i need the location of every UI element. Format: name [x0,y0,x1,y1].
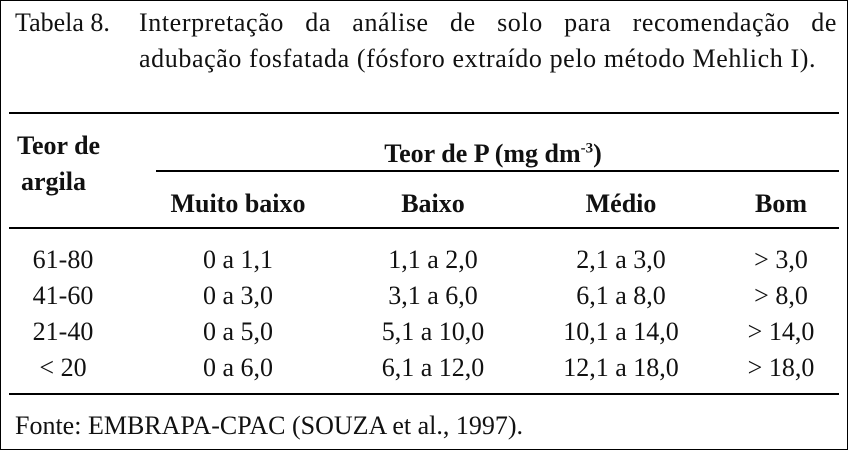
cell: 3,1 a 6,0 [388,281,478,310]
group-header-sup: -3 [580,140,594,157]
cell: 0 a 1,1 [202,245,274,274]
cell: 6,1 a 12,0 [381,353,485,382]
row-label: 21-40 [32,317,94,346]
column-header: Médio [585,189,657,218]
cell: > 3,0 [754,245,808,274]
rule [9,227,839,229]
row-header: Teor de [17,131,101,160]
rule [9,112,839,114]
row-label: 41-60 [32,281,94,310]
column-header: Baixo [401,189,465,218]
source: Fonte: EMBRAPA-CPAC (SOUZA et al., 1997)… [15,411,524,440]
row-header: argila [21,167,86,196]
cell: 2,1 a 3,0 [576,245,666,274]
row-label: < 20 [39,353,87,382]
group-header-suffix: ) [593,139,602,168]
cell: 12,1 a 18,0 [563,353,679,382]
cell: > 8,0 [754,281,808,310]
rule [9,393,839,395]
group-header: Teor de P (mg dm-3) [384,139,602,169]
cell: 10,1 a 14,0 [563,317,679,346]
column-header: Muito baixo [170,189,306,218]
cell: 0 a 6,0 [202,353,274,382]
row-label: 61-80 [32,245,94,274]
cell: > 14,0 [747,317,815,346]
rule [156,170,839,172]
group-header-text: Teor de P (mg dm [384,139,581,168]
cell: > 18,0 [747,353,815,382]
column-header: Bom [755,189,807,218]
cell: 0 a 3,0 [202,281,274,310]
cell: 0 a 5,0 [202,317,274,346]
cell: 6,1 a 8,0 [576,281,666,310]
caption-label: Tabela 8. [15,8,110,37]
cell: 1,1 a 2,0 [388,245,478,274]
cell: 5,1 a 10,0 [381,317,485,346]
caption-text: Interpretação da análise de solo para re… [139,8,837,73]
